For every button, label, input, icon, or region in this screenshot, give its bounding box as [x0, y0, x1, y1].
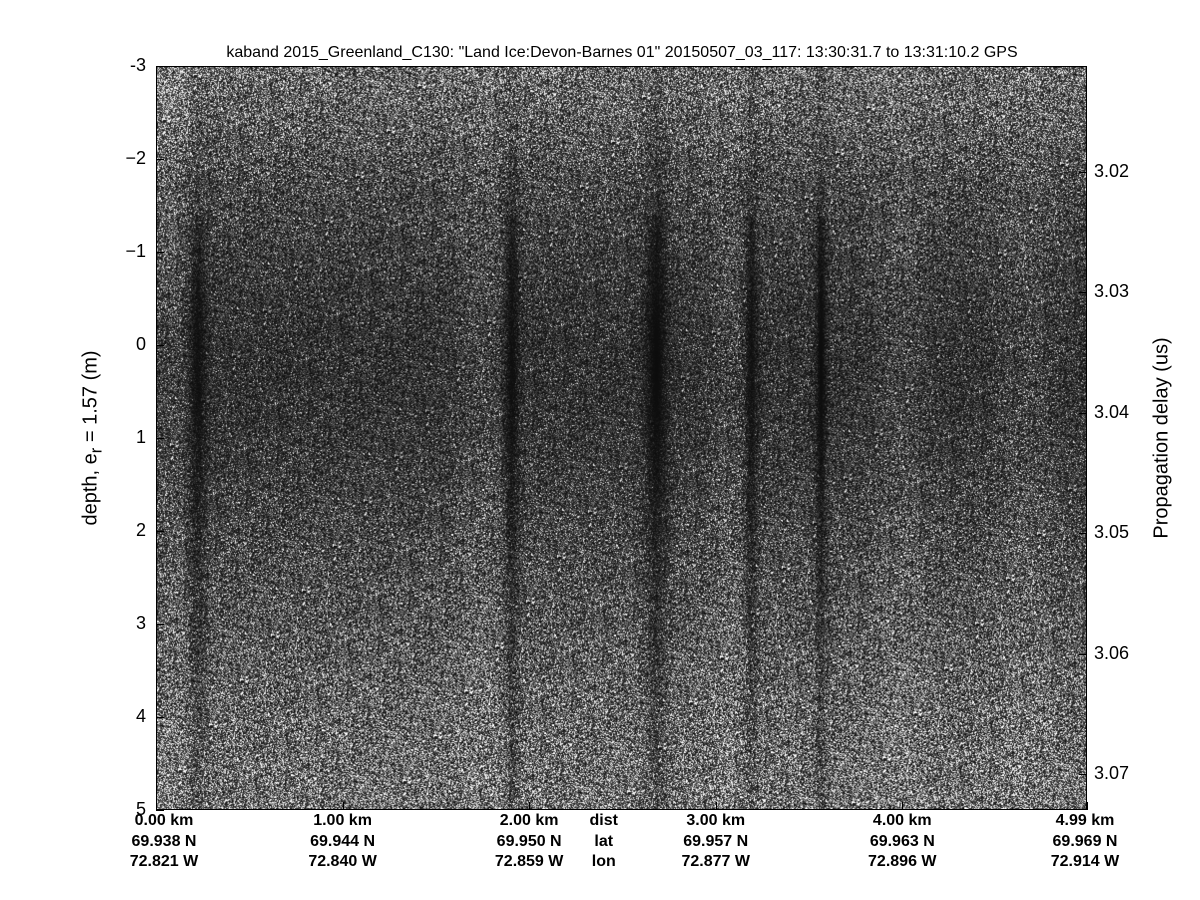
y-label-sub: r	[86, 447, 106, 454]
x-tick-dist: 3.00 km	[686, 812, 746, 829]
x-tick-label: 0.00 km 69.938 N 72.821 W	[104, 811, 224, 873]
y-left-tick-mark	[156, 159, 164, 160]
y-left-tick-mark	[156, 624, 164, 625]
x-tick-label: 4.99 km 69.969 N 72.914 W	[1025, 811, 1145, 873]
echogram-image	[156, 66, 1087, 810]
y-label-tail: = 1.57 (m)	[79, 350, 102, 448]
y-left-tick-mark	[156, 345, 164, 346]
x-tick-lat: 69.944 N	[310, 832, 376, 850]
chart-title: kaband 2015_Greenland_C130: "Land Ice:De…	[226, 44, 1018, 61]
y-right-tick-label: 3.04	[1094, 401, 1130, 422]
x-tick-dist: 1.00 km	[313, 812, 372, 829]
y-right-tick-mark	[1079, 653, 1087, 655]
y-left-tick-mark	[156, 66, 164, 67]
y-left-tick-label: −1	[125, 241, 146, 261]
x-tick-lon: 72.914 W	[1050, 853, 1120, 870]
x-tick-label: 3.00 km 69.957 N 72.877 W	[656, 811, 776, 873]
y-left-tick-label: −2	[125, 148, 146, 168]
x-tick-dist: 0.00 km	[134, 812, 194, 829]
y-left-tick-label: 3	[135, 613, 146, 633]
x-tick-mark	[156, 802, 157, 810]
y-left-tick-mark	[156, 438, 164, 439]
y-left-tick-label: 0	[135, 334, 146, 354]
y-left-tick-mark	[156, 252, 164, 253]
y-axis-left-label: depth, er = 1.57 (m)	[80, 350, 107, 525]
y-left-tick-mark	[156, 717, 164, 718]
x-tick-lon: 72.896 W	[868, 853, 937, 870]
y-axis-right-label: Propagation delay (us)	[1150, 337, 1173, 539]
y-right-tick-label: 3.05	[1094, 522, 1130, 543]
x-tick-mark	[1087, 802, 1088, 810]
x-tick-mark	[902, 802, 904, 810]
x-row-label: lat	[594, 832, 614, 850]
x-tick-lat: 69.963 N	[869, 832, 935, 850]
y-left-tick-mark	[156, 810, 164, 811]
x-tick-mark	[342, 802, 344, 810]
y-right-tick-label: 3.02	[1094, 161, 1130, 181]
x-tick-lat: 69.957 N	[683, 832, 749, 850]
x-tick-dist: 4.00 km	[872, 812, 932, 829]
x-tick-label: 1.00 km 69.944 N 72.840 W	[283, 811, 403, 873]
x-tick-mark	[529, 802, 531, 810]
x-tick-lat: 69.950 N	[496, 832, 562, 850]
x-tick-lon: 72.840 W	[308, 853, 377, 870]
y-right-tick-label: 3.06	[1094, 642, 1130, 663]
y-right-tick-mark	[1079, 172, 1087, 173]
x-tick-dist: 2.00 km	[499, 812, 559, 829]
y-left-tick-label: 4	[135, 706, 146, 726]
x-tick-lon: 72.859 W	[494, 853, 564, 870]
y-left-tick-label: 1	[135, 427, 146, 447]
x-tick-lon: 72.877 W	[681, 853, 750, 870]
y-left-tick-label: -3	[129, 55, 146, 75]
x-tick-lat: 69.969 N	[1052, 832, 1118, 850]
y-label-text: depth, e	[79, 453, 102, 526]
y-right-tick-label: 3.07	[1094, 763, 1130, 783]
x-tick-label: 4.00 km 69.963 N 72.896 W	[842, 811, 962, 873]
x-tick-label: 2.00 km 69.950 N 72.859 W	[469, 811, 589, 873]
y-right-tick-mark	[1079, 533, 1087, 535]
x-tick-lon: 72.821 W	[129, 853, 199, 870]
y-right-tick-mark	[1079, 412, 1087, 414]
y-right-tick-mark	[1079, 292, 1087, 294]
x-row-labels: dist lat lon	[574, 811, 634, 873]
x-tick-lat: 69.938 N	[131, 832, 197, 850]
y-left-tick-mark	[156, 531, 164, 532]
x-row-label: lon	[591, 853, 616, 870]
y-left-tick-label: 5	[135, 799, 146, 819]
y-right-tick-label: 3.03	[1094, 281, 1130, 302]
y-left-tick-label: 2	[135, 520, 146, 540]
y-right-tick-mark	[1079, 774, 1087, 775]
x-tick-mark	[715, 802, 717, 810]
x-tick-dist: 4.99 km	[1055, 812, 1115, 829]
x-row-label: dist	[589, 812, 618, 829]
